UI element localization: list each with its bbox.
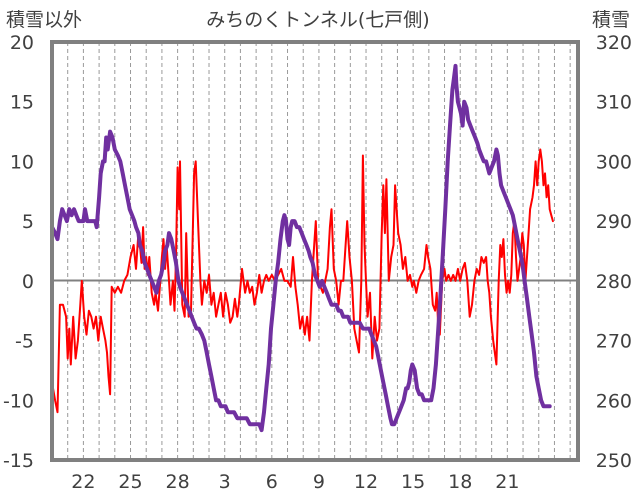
right-tick-label: 280 (596, 271, 632, 293)
right-tick-label: 260 (596, 390, 632, 412)
left-axis-title: 積雪以外 (6, 9, 82, 31)
left-tick-label: -10 (3, 390, 34, 412)
right-tick-label: 310 (596, 92, 632, 114)
right-axis-ticks: 320 310 300 290 280 270 260 250 (596, 32, 632, 472)
right-tick-label: 300 (596, 151, 632, 173)
left-tick-label: 5 (22, 211, 34, 233)
right-axis-title: 積雪 (592, 9, 630, 31)
x-tick-label: 22 (71, 471, 95, 493)
purple-series-line (50, 63, 552, 433)
right-tick-label: 320 (596, 32, 632, 54)
right-tick-label: 250 (596, 450, 632, 472)
left-axis-ticks: 20 15 10 5 0 -5 -10 -15 (3, 32, 34, 472)
x-tick-label: 12 (354, 471, 378, 493)
left-tick-label: 20 (10, 32, 34, 54)
x-tick-label: 15 (401, 471, 425, 493)
x-tick-label: 18 (448, 471, 472, 493)
left-tick-label: 0 (22, 271, 34, 293)
left-tick-label: -5 (15, 331, 34, 353)
series-layer (50, 63, 554, 433)
x-tick-label: 25 (118, 471, 142, 493)
x-tick-label: 3 (219, 471, 231, 493)
x-axis-ticks: 22 25 28 3 6 9 12 15 18 21 (71, 471, 519, 493)
red-series-line (51, 148, 554, 414)
left-tick-label: 10 (10, 151, 34, 173)
right-tick-label: 290 (596, 211, 632, 233)
left-tick-label: -15 (3, 450, 34, 472)
x-tick-label: 6 (266, 471, 278, 493)
x-tick-label: 21 (495, 471, 519, 493)
x-tick-label: 9 (313, 471, 325, 493)
left-tick-label: 15 (10, 92, 34, 114)
plot-frame (50, 40, 580, 462)
chart-title: みちのくトンネル(七戸側) (206, 9, 429, 31)
right-tick-label: 270 (596, 331, 632, 353)
x-tick-label: 28 (166, 471, 190, 493)
